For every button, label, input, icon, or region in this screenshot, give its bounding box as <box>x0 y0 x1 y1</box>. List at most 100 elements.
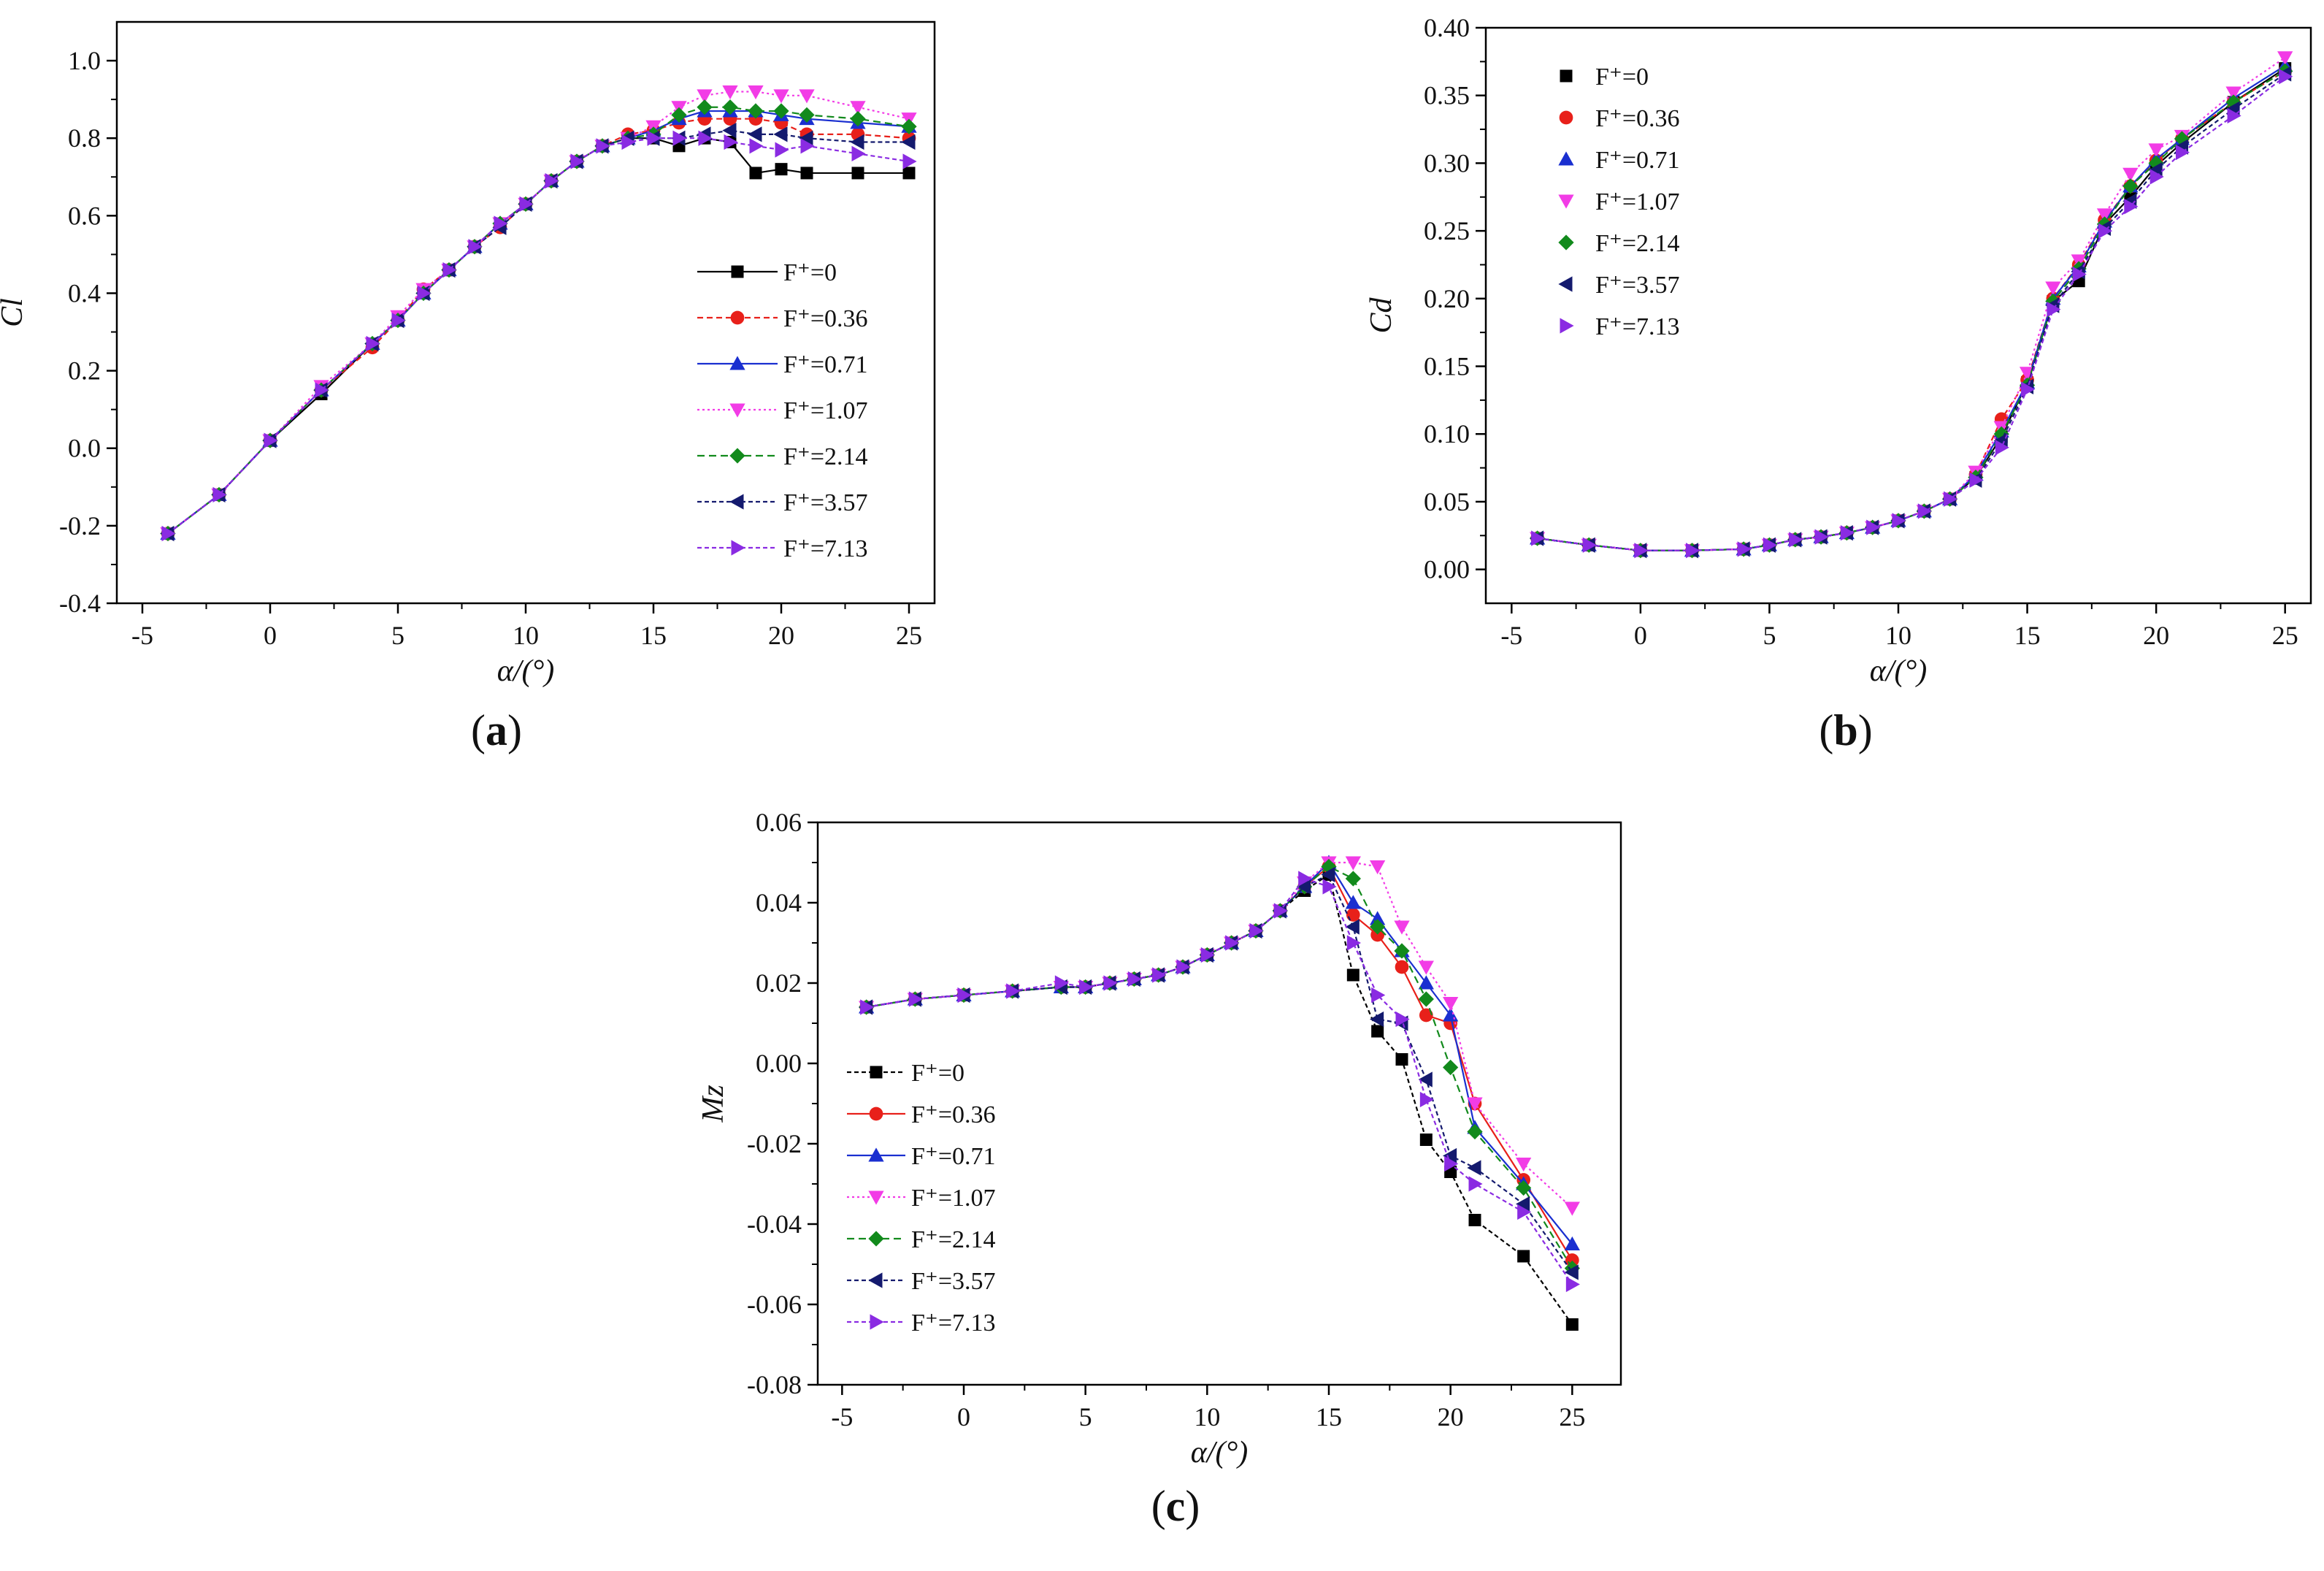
chart-b: -5 0 5 10 15 20 25 0.00 0.05 0.10 0.15 0.20 0.25 0.30… <box>1365 13 2312 754</box>
legend-marker <box>1559 110 1573 125</box>
chart-c: -5 0 5 10 15 20 25 -0.08 -0.06 -0.04 -0.02 0.00 0.02… <box>697 808 1622 1530</box>
legend-marker <box>1558 194 1574 209</box>
x-tick-label: 15 <box>1316 1402 1342 1432</box>
legend-marker <box>1558 234 1574 251</box>
x-tick-label: 10 <box>1194 1402 1220 1432</box>
data-point <box>1840 524 1855 541</box>
data-point <box>724 134 738 150</box>
x-tick-label: 5 <box>391 621 404 650</box>
caption-close-paren: ) <box>1185 1482 1200 1530</box>
data-point <box>901 134 916 150</box>
legend-label: F⁺=3.57 <box>783 489 868 516</box>
y-tick-label: 0.4 <box>68 278 101 307</box>
data-point <box>1737 541 1752 557</box>
data-point <box>570 153 585 169</box>
legend-marker <box>868 1147 884 1162</box>
data-point <box>1917 503 1932 519</box>
legend-label: F⁺=0.36 <box>1595 105 1680 132</box>
y-tick-label: 0.20 <box>1424 284 1470 313</box>
data-point <box>2122 167 2139 182</box>
y-tick-label: -0.06 <box>747 1290 802 1319</box>
data-point <box>2227 107 2241 124</box>
data-point <box>545 172 559 189</box>
legend-marker <box>870 1066 883 1079</box>
data-point <box>1370 928 1385 942</box>
legend-c: F⁺=0 F⁺=0.36 F⁺=0.71 F⁺=1.07 F⁺=2.14 F⁺=3.57 F… <box>847 1060 996 1337</box>
data-point <box>749 138 764 154</box>
x-tick-label: 0 <box>264 621 277 650</box>
data-point <box>722 99 738 115</box>
data-point <box>1686 543 1700 559</box>
data-point <box>519 196 534 213</box>
data-point <box>647 130 661 146</box>
data-point <box>264 432 278 448</box>
data-point <box>2175 144 2190 161</box>
y-tick-label: 0.2 <box>68 356 101 386</box>
data-point <box>775 163 788 176</box>
data-point <box>417 285 432 302</box>
y-tick-label: 0.00 <box>756 1049 802 1078</box>
y-tick-label: 0.25 <box>1424 216 1470 245</box>
legend-marker <box>869 1106 883 1121</box>
data-point <box>2279 69 2293 85</box>
y-tick-label: 0.30 <box>1424 148 1470 177</box>
legend-label: F⁺=1.07 <box>1595 188 1680 215</box>
legend-label: F⁺=0 <box>911 1060 965 1087</box>
data-point <box>1346 908 1360 922</box>
data-point <box>621 134 636 150</box>
data-point <box>468 239 483 255</box>
y-tick-label: 0.10 <box>1424 419 1470 448</box>
data-point <box>2098 223 2113 239</box>
x-tick-label: 20 <box>768 621 794 650</box>
data-point <box>1006 983 1021 999</box>
legend-label: F⁺=2.14 <box>1595 230 1680 257</box>
data-point <box>800 138 815 154</box>
series-line <box>1537 75 2286 551</box>
data-point <box>1517 1204 1532 1220</box>
data-point <box>2225 86 2241 101</box>
y-tick-label: -0.4 <box>59 589 101 618</box>
data-point <box>1297 879 1311 895</box>
data-point <box>315 382 329 398</box>
data-point <box>1993 432 2008 449</box>
data-point <box>1582 537 1597 553</box>
legend-label: F⁺=2.14 <box>783 443 868 470</box>
legend-marker <box>731 265 744 278</box>
data-point <box>1370 919 1386 935</box>
legend-label: F⁺=0.36 <box>911 1101 996 1128</box>
data-point <box>1225 935 1240 951</box>
data-point <box>1127 971 1142 987</box>
data-point <box>749 167 762 180</box>
data-point <box>1789 532 1803 548</box>
legend-marker <box>729 403 745 418</box>
legend-b: F⁺=0 F⁺=0.36 F⁺=0.71 F⁺=1.07 F⁺=2.14 F⁺=3.57 F… <box>1558 64 1680 340</box>
legend-label: F⁺=7.13 <box>911 1310 996 1337</box>
x-axis-title: α/(°) <box>1870 654 1927 688</box>
data-point <box>1468 1176 1483 1192</box>
data-point <box>1249 922 1264 939</box>
data-point <box>1467 1097 1483 1112</box>
x-axis-title: α/(°) <box>497 654 554 688</box>
legend-marker <box>868 1272 883 1288</box>
x-tick-label: 25 <box>896 621 922 650</box>
data-point <box>1517 1250 1530 1263</box>
data-point <box>2021 381 2036 397</box>
caption-open-paren: ( <box>1151 1482 1166 1530</box>
data-point <box>366 335 380 352</box>
legend-marker <box>729 494 744 510</box>
data-point <box>1944 491 1958 507</box>
data-point <box>1443 1147 1457 1164</box>
data-point <box>1418 975 1434 990</box>
data-point <box>902 167 916 180</box>
data-point <box>860 999 875 1015</box>
data-point <box>1394 920 1410 935</box>
data-point <box>698 130 713 146</box>
data-point <box>2124 199 2139 215</box>
data-point <box>1394 943 1410 959</box>
data-point <box>908 991 923 1007</box>
data-point <box>1345 895 1361 909</box>
y-tick-label: 0.00 <box>1424 555 1470 584</box>
